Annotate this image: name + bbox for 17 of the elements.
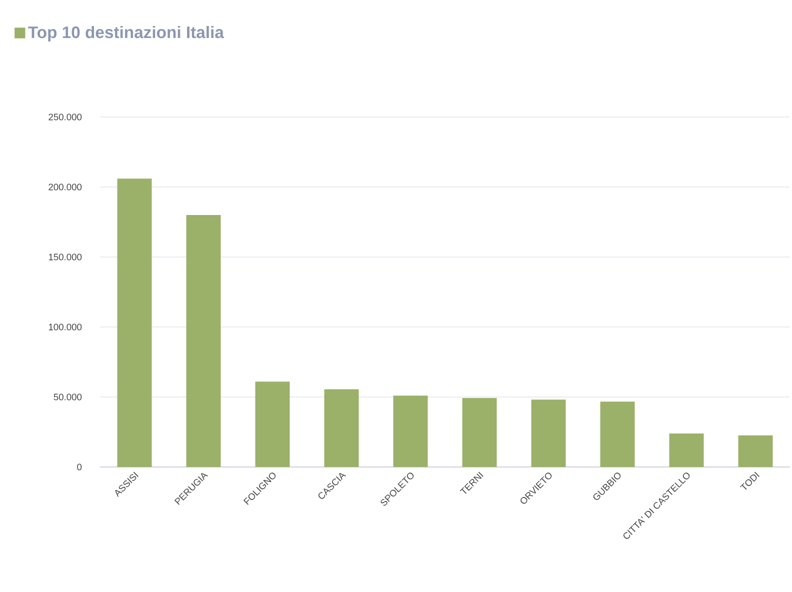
bar xyxy=(117,178,152,467)
bar xyxy=(531,400,566,467)
bar xyxy=(462,398,497,467)
bar xyxy=(324,389,359,467)
bar xyxy=(600,402,635,467)
y-tick-label: 0 xyxy=(77,464,82,470)
y-tick-label: 250.000 xyxy=(48,114,82,120)
bar xyxy=(393,396,428,467)
y-tick-label: 100.000 xyxy=(48,324,82,330)
y-tick-label: 200.000 xyxy=(48,184,82,190)
legend-label: Top 10 destinazioni Italia xyxy=(28,26,224,42)
bar xyxy=(255,382,290,467)
y-tick-label: 50.000 xyxy=(54,394,82,400)
bar xyxy=(186,214,221,467)
bar xyxy=(669,434,704,467)
y-tick-label: 150.000 xyxy=(48,254,82,260)
bar xyxy=(738,435,773,467)
